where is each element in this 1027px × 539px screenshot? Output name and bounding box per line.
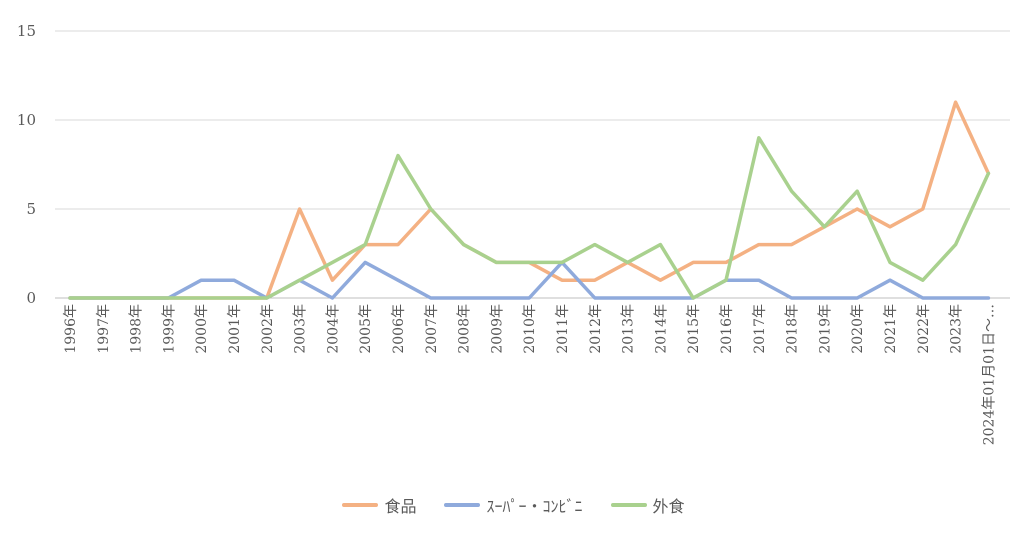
legend-item-supermarket: ｽｰﾊﾟｰ・ｺﾝﾋﾞﾆ — [444, 493, 582, 517]
x-tick-label: 2011年 — [555, 304, 571, 354]
y-axis-tick-labels: 0 5 10 15 — [17, 22, 36, 307]
series-lines — [70, 102, 988, 298]
x-tick-label: 2015年 — [686, 304, 702, 354]
x-tick-label: 1996年 — [63, 304, 79, 354]
x-tick-label: 2024年01月01日〜… — [981, 304, 997, 445]
legend-item-dining-out: 外食 — [611, 493, 685, 517]
legend: 食品 ｽｰﾊﾟｰ・ｺﾝﾋﾞﾆ 外食 — [0, 490, 1027, 520]
x-tick-label: 2006年 — [391, 304, 407, 354]
x-tick-label: 1997年 — [96, 304, 112, 354]
x-tick-label: 2012年 — [588, 304, 604, 354]
x-tick-label: 2019年 — [817, 304, 833, 354]
x-tick-label: 2001年 — [227, 304, 243, 354]
x-tick-label: 2003年 — [293, 304, 309, 354]
x-tick-label: 2010年 — [522, 304, 538, 354]
x-tick-label: 2022年 — [916, 304, 932, 354]
gridlines — [55, 31, 1010, 298]
x-tick-label: 2004年 — [325, 304, 341, 354]
x-tick-label: 1998年 — [129, 304, 145, 354]
x-tick-label: 2023年 — [949, 304, 965, 354]
y-tick-label: 10 — [17, 111, 36, 129]
legend-label-supermarket: ｽｰﾊﾟｰ・ｺﾝﾋﾞﾆ — [486, 493, 582, 517]
y-tick-label: 5 — [26, 200, 36, 218]
legend-label-food: 食品 — [384, 493, 416, 517]
legend-swatch-dining-out — [611, 503, 647, 507]
x-tick-label: 2020年 — [850, 304, 866, 354]
x-tick-label: 2005年 — [358, 304, 374, 354]
x-tick-label: 2017年 — [752, 304, 768, 354]
legend-swatch-food — [342, 503, 378, 507]
x-tick-label: 2002年 — [260, 304, 276, 354]
legend-item-food: 食品 — [342, 493, 416, 517]
x-axis-tick-labels: 1996年 1997年 1998年 1999年 2000年 2001年 2002年 2003年… — [63, 304, 997, 445]
x-tick-label: 2018年 — [785, 304, 801, 354]
series-line-1 — [70, 262, 988, 298]
x-tick-label: 2007年 — [424, 304, 440, 354]
x-tick-label: 2008年 — [457, 304, 473, 354]
y-tick-label: 15 — [17, 22, 36, 40]
x-tick-label: 2013年 — [621, 304, 637, 354]
series-line-2 — [70, 138, 988, 298]
x-tick-label: 2021年 — [883, 304, 899, 354]
x-tick-label: 2016年 — [719, 304, 735, 354]
x-tick-label: 2000年 — [194, 304, 210, 354]
legend-swatch-supermarket — [444, 503, 480, 507]
legend-label-dining-out: 外食 — [653, 493, 685, 517]
y-tick-label: 0 — [26, 289, 36, 307]
x-tick-label: 2009年 — [489, 304, 505, 354]
x-tick-label: 1999年 — [161, 304, 177, 354]
x-tick-label: 2014年 — [653, 304, 669, 354]
